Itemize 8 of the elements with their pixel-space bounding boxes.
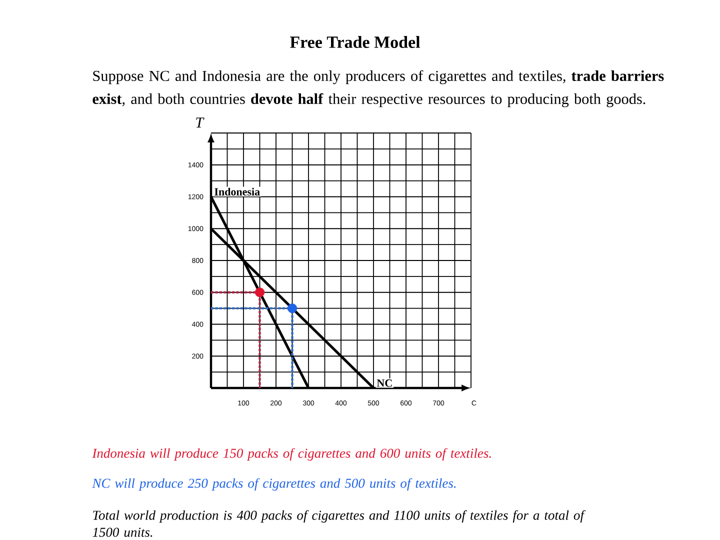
chart-title: Free Trade Model <box>290 36 420 48</box>
text: Total world production is 400 packs of cigarettes and 1100 units of textiles for a total of 1500 units. <box>92 510 586 537</box>
series-label: NC <box>376 379 392 387</box>
text: NC will produce 250 packs of cigarettes and 500 units of textiles. <box>92 478 456 491</box>
text: Indonesia will produce 150 packs of cigarettes and 600 units of textiles. <box>92 448 491 461</box>
text: Suppose NC and Indonesia are the only producers of cigarettes and textiles, trade barriers exist, and both countries devote half their respective resources to producing both goods. <box>92 70 664 108</box>
y-axis-title: T <box>196 118 204 128</box>
series-label: Indonesia <box>214 188 260 196</box>
